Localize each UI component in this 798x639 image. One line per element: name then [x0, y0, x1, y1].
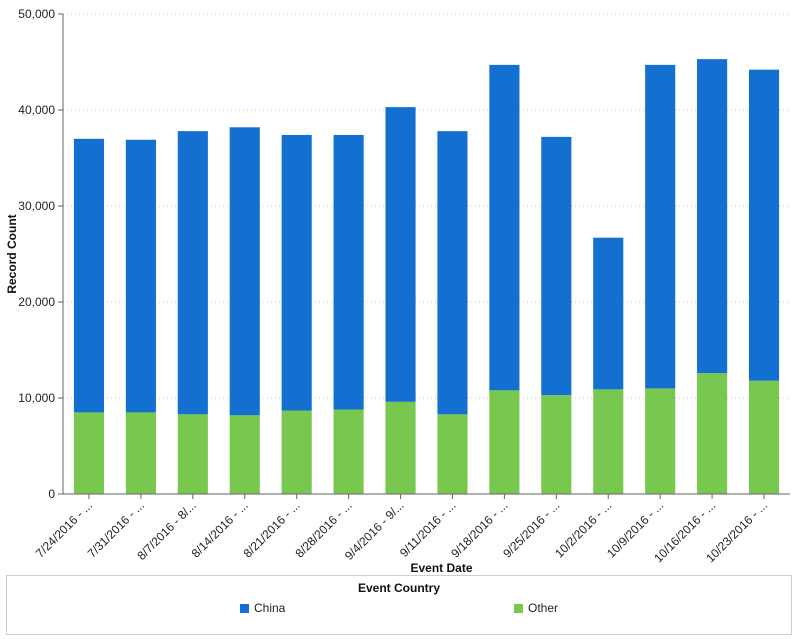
legend-item-china[interactable]: China [240, 601, 285, 615]
bar-other[interactable] [437, 414, 468, 494]
bar-china[interactable] [229, 127, 260, 416]
bar-china[interactable] [125, 139, 156, 413]
bar-other[interactable] [229, 415, 260, 494]
bar-other[interactable] [125, 412, 156, 494]
y-tick-label: 0 [48, 487, 55, 501]
bar-china[interactable] [385, 107, 416, 402]
legend-swatch-china [240, 603, 249, 613]
y-tick-label: 30,000 [18, 199, 55, 213]
bar-china[interactable] [645, 64, 676, 389]
y-axis-title: Record Count [5, 214, 19, 293]
bar-other[interactable] [645, 388, 676, 494]
bar-other[interactable] [489, 390, 520, 494]
bar-china[interactable] [333, 134, 364, 410]
legend-label-other: Other [528, 601, 559, 615]
legend-title: Event Country [357, 581, 440, 595]
gridlines [63, 13, 790, 399]
legend-item-other[interactable]: Other [514, 601, 558, 615]
y-tick-label: 20,000 [18, 295, 55, 309]
bar-china[interactable] [281, 134, 312, 411]
bar-china[interactable] [489, 64, 520, 391]
bar-china[interactable] [73, 138, 105, 413]
y-tick-label: 50,000 [18, 7, 55, 21]
bar-other[interactable] [281, 410, 312, 494]
bar-other[interactable] [541, 395, 572, 494]
bar-other[interactable] [333, 409, 364, 494]
bar-china[interactable] [593, 237, 624, 390]
legend-label-china: China [254, 601, 286, 615]
bar-china[interactable] [748, 69, 780, 381]
bar-china[interactable] [697, 59, 728, 374]
y-tick-label: 40,000 [18, 103, 55, 117]
bars [73, 59, 780, 494]
bar-chart: 010,00020,00030,00040,00050,0007/24/2016… [5, 7, 790, 575]
bar-china[interactable] [177, 131, 208, 415]
bar-other[interactable] [593, 389, 624, 494]
bar-other[interactable] [73, 412, 105, 494]
bar-other[interactable] [385, 401, 416, 494]
y-tick-label: 10,000 [18, 391, 55, 405]
bar-other[interactable] [697, 373, 728, 494]
bar-other[interactable] [177, 414, 208, 494]
x-axis-title: Event Date [410, 561, 472, 575]
legend-swatch-other [514, 603, 523, 613]
bar-other[interactable] [748, 380, 780, 494]
bar-china[interactable] [541, 136, 572, 396]
bar-china[interactable] [437, 131, 468, 415]
legend: Event Country China Other [6, 575, 792, 635]
